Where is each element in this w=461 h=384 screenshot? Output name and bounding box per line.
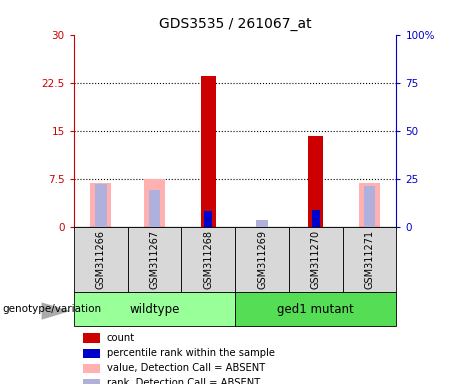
Bar (235, 292, 396, 326)
Text: percentile rank within the sample: percentile rank within the sample (107, 348, 275, 358)
Bar (256, 220, 268, 227)
Text: rank, Detection Call = ABSENT: rank, Detection Call = ABSENT (107, 379, 260, 384)
Bar (74, 227, 128, 292)
Bar (83, 333, 100, 343)
Text: ged1 mutant: ged1 mutant (278, 303, 354, 316)
Bar (90, 183, 111, 227)
Bar (201, 76, 216, 227)
Text: count: count (107, 333, 135, 343)
Text: GSM311266: GSM311266 (95, 230, 106, 289)
Bar (83, 364, 100, 373)
Text: GSM311268: GSM311268 (203, 230, 213, 289)
Bar (95, 184, 106, 227)
Bar (312, 210, 319, 227)
Bar (128, 227, 181, 292)
Bar (74, 292, 235, 326)
Bar (289, 227, 343, 292)
Title: GDS3535 / 261067_at: GDS3535 / 261067_at (159, 17, 312, 31)
Text: GSM311271: GSM311271 (365, 230, 375, 289)
Bar (144, 179, 165, 227)
Text: value, Detection Call = ABSENT: value, Detection Call = ABSENT (107, 363, 265, 373)
Bar (83, 379, 100, 384)
Bar (364, 186, 375, 227)
Bar (235, 227, 289, 292)
Polygon shape (41, 303, 70, 319)
Bar (308, 136, 323, 227)
Text: genotype/variation: genotype/variation (2, 304, 101, 314)
Bar (83, 349, 100, 358)
Text: wildtype: wildtype (129, 303, 180, 316)
Bar (359, 183, 380, 227)
Bar (181, 227, 235, 292)
Bar (343, 227, 396, 292)
Text: GSM311269: GSM311269 (257, 230, 267, 289)
Bar (148, 190, 160, 227)
Text: GSM311270: GSM311270 (311, 230, 321, 289)
Text: GSM311267: GSM311267 (149, 230, 160, 289)
Bar (204, 211, 212, 227)
